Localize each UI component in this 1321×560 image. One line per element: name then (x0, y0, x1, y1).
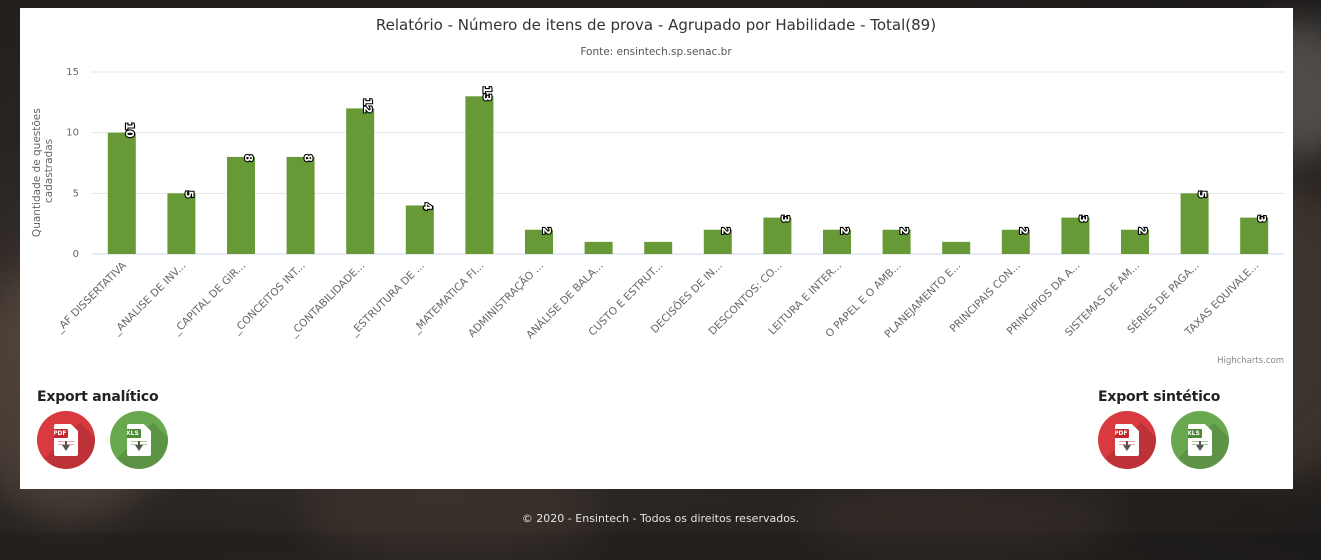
chart-credits[interactable]: Highcharts.com (1217, 356, 1284, 366)
grid-lines (92, 71, 1284, 255)
data-label: 2 (540, 227, 553, 235)
bar[interactable] (525, 229, 553, 254)
footer-copyright: © 2020 - Ensintech - Todos os direitos r… (521, 512, 800, 525)
data-label: 2 (838, 227, 851, 235)
chart-subtitle: Fonte: ensintech.sp.senac.br (580, 46, 732, 58)
export-analitico-pdf-button[interactable]: PDF (37, 411, 95, 469)
bar[interactable] (346, 108, 375, 255)
y-tick-label: 15 (66, 67, 79, 78)
export-analitico-title: Export analítico (37, 389, 159, 405)
bar[interactable] (703, 229, 732, 254)
report-panel: Relatório - Número de itens de prova - A… (20, 8, 1293, 489)
bar[interactable] (882, 229, 911, 254)
data-label: 3 (1255, 215, 1268, 223)
export-analitico-xls-button[interactable]: XLS (110, 411, 168, 469)
pdf-file-icon: PDF (54, 424, 78, 456)
bar[interactable] (584, 241, 613, 254)
xls-file-icon: XLS (127, 424, 151, 456)
bar[interactable] (107, 132, 136, 254)
bar-chart: Relatório - Número de itens de prova - A… (31, 16, 1284, 366)
y-axis: 0 5 10 15 (66, 67, 79, 260)
data-label: 12 (361, 98, 374, 113)
data-label: 5 (182, 191, 195, 199)
bar[interactable] (405, 205, 434, 254)
xls-file-icon: XLS (1188, 424, 1212, 456)
x-axis: _AF DISSERTATIVA_ANALISE DE INV..._CAPIT… (53, 259, 1262, 341)
bar[interactable] (1121, 229, 1149, 254)
data-label: 2 (898, 227, 911, 235)
bar[interactable] (1061, 217, 1090, 254)
data-label: 4 (421, 203, 434, 211)
bar[interactable] (167, 193, 196, 254)
bar[interactable] (465, 96, 494, 255)
bar[interactable] (763, 217, 792, 254)
export-sintetico-title: Export sintético (1098, 389, 1221, 405)
y-tick-label: 0 (73, 249, 79, 260)
bar[interactable] (1240, 217, 1269, 254)
data-label: 2 (1017, 227, 1030, 235)
data-label: 3 (1076, 215, 1089, 223)
bar[interactable] (1001, 229, 1030, 254)
export-analitico-group: Export analítico PDF XLS (37, 389, 168, 469)
export-sintetico-group: Export sintético PDF XLS (1098, 389, 1229, 469)
data-label: 5 (1196, 191, 1209, 199)
bar[interactable] (823, 229, 851, 254)
data-label: 10 (123, 122, 136, 138)
bar[interactable] (286, 156, 315, 254)
export-sintetico-pdf-button[interactable]: PDF (1098, 411, 1156, 469)
y-tick-label: 5 (73, 188, 79, 199)
bar[interactable] (1180, 193, 1209, 254)
data-label: 13 (480, 86, 493, 101)
bar[interactable] (227, 156, 255, 254)
data-label: 3 (778, 215, 791, 223)
bar[interactable] (942, 241, 971, 254)
data-label: 8 (242, 154, 255, 162)
y-tick-label: 10 (66, 128, 79, 139)
pdf-file-icon: PDF (1115, 424, 1139, 456)
data-label: 2 (719, 227, 732, 235)
data-label: 2 (1136, 227, 1149, 235)
export-sintetico-xls-button[interactable]: XLS (1171, 411, 1229, 469)
chart-title: Relatório - Número de itens de prova - A… (376, 16, 936, 34)
data-label: 8 (302, 154, 315, 162)
y-axis-title: Quantidade de questões cadastradas (31, 105, 55, 237)
bar[interactable] (644, 241, 673, 254)
